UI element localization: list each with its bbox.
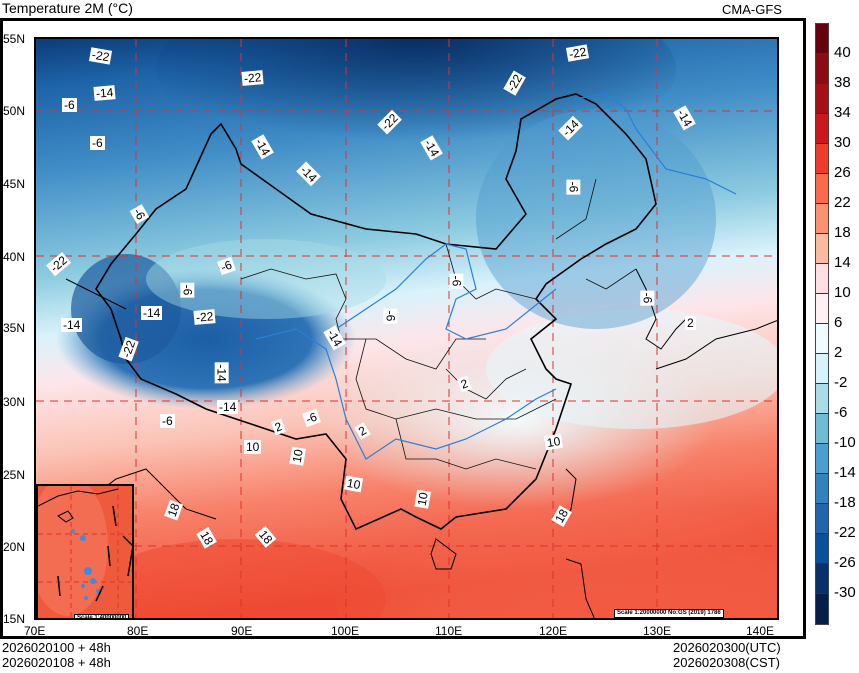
lon-label-140e: 140E	[746, 624, 775, 638]
contour-label: -14	[217, 400, 239, 414]
init-time-cst: 2026020108 + 48h	[2, 655, 111, 670]
colorbar-segment	[816, 294, 828, 324]
colorbar-segment	[816, 234, 828, 264]
lat-label-50n: 50N	[3, 104, 26, 118]
contour-label: 10	[414, 489, 432, 509]
colorbar-segment	[816, 84, 828, 114]
colorbar-segment	[816, 54, 828, 84]
colorbar-segment	[816, 384, 828, 414]
map-scale-label: Scale 1:20000000 No:GS (2019) 1786	[614, 609, 724, 618]
inset-scale-label: Scale 1:40000000	[74, 614, 130, 618]
colorbar-tick-label: -30	[834, 584, 856, 601]
contour-label: -6	[62, 98, 77, 112]
colorbar-segment	[816, 504, 828, 534]
lon-label-80e: 80E	[127, 624, 149, 638]
colorbar-tick-label: -14	[834, 464, 856, 481]
lon-label-110e: 110E	[435, 624, 463, 638]
temperature-field	[36, 39, 777, 618]
country-border	[95, 93, 657, 531]
colorbar-segment	[816, 174, 828, 204]
colorbar-tick-label: 22	[834, 194, 851, 211]
contour-label: 10	[543, 433, 564, 451]
contour-label: -6	[383, 308, 398, 324]
contour-label: -6	[566, 179, 581, 195]
contour-label: -14	[61, 318, 83, 332]
colorbar-tick-label: -26	[834, 554, 856, 571]
valid-time-utc: 2026020300(UTC)	[673, 640, 781, 655]
contour-label: -6	[640, 290, 655, 306]
chart-title: Temperature 2M (°C)	[2, 0, 133, 16]
colorbar-tick-label: -18	[834, 494, 856, 511]
colorbar-tick-label: 6	[834, 314, 843, 331]
colorbar-tick-label: 14	[834, 254, 851, 271]
colorbar-tick-label: 10	[834, 284, 851, 301]
colorbar-segment	[816, 564, 828, 594]
lon-label-100e: 100E	[331, 624, 360, 638]
lat-label-35n: 35N	[3, 321, 26, 335]
colorbar-tick-label: 34	[834, 104, 851, 121]
colorbar-tick-label: -22	[834, 524, 856, 541]
contour-label: 2	[685, 316, 696, 330]
colorbar-segment	[816, 594, 828, 624]
colorbar-tick-label: 2	[834, 344, 843, 361]
rivers	[255, 93, 737, 460]
colorbar-segment	[816, 354, 828, 384]
inset-map	[38, 486, 132, 618]
contour-label: -6	[180, 282, 195, 298]
contour-label: -14	[214, 362, 229, 384]
contour-label: 10	[289, 446, 307, 466]
colorbar-segment	[816, 414, 828, 444]
colorbar-segment	[816, 324, 828, 354]
colorbar-tick-label: 40	[834, 44, 851, 61]
contour-label: -6	[160, 414, 175, 428]
colorbar	[815, 23, 829, 625]
lat-label-25n: 25N	[3, 468, 26, 482]
valid-time-cst: 2026020308(CST)	[673, 655, 780, 670]
south-china-sea-inset: Scale 1:40000000	[36, 484, 134, 618]
contour-label: 10	[343, 475, 364, 493]
contour-label: -6	[449, 273, 464, 289]
colorbar-tick-label: -2	[834, 374, 848, 391]
colorbar-segment	[816, 534, 828, 564]
colorbar-segment	[816, 204, 828, 234]
colorbar-tick-label: 30	[834, 134, 851, 151]
lon-label-130e: 130E	[643, 624, 672, 638]
colorbar-segment	[816, 264, 828, 294]
colorbar-tick-label: 26	[834, 164, 851, 181]
colorbar-tick-label: 38	[834, 74, 851, 91]
lat-label-30n: 30N	[3, 395, 26, 409]
figure-frame	[0, 18, 806, 639]
lon-label-120e: 120E	[539, 624, 568, 638]
colorbar-segment	[816, 444, 828, 474]
contour-label: 10	[244, 440, 262, 454]
colorbar-segment	[816, 114, 828, 144]
colorbar-tick-label: 18	[834, 224, 851, 241]
graticule	[36, 39, 777, 618]
init-time-utc: 2026020100 + 48h	[2, 640, 111, 655]
colorbar-tick-label: -6	[834, 404, 848, 421]
lat-label-45n: 45N	[3, 177, 26, 191]
contour-label: -14	[93, 85, 116, 101]
temperature-map: Scale 1:40000000 Scale 1:20000000 No:GS …	[34, 37, 779, 620]
colorbar-tick-label: -10	[834, 434, 856, 451]
lon-label-90e: 90E	[231, 624, 253, 638]
lat-label-55n: 55N	[3, 32, 26, 46]
lat-label-15n: 15N	[3, 612, 26, 626]
contour-label: -14	[141, 306, 163, 320]
lat-label-20n: 20N	[3, 540, 26, 554]
colorbar-segment	[816, 474, 828, 504]
lat-label-40n: 40N	[3, 250, 26, 264]
contour-label: -22	[241, 70, 264, 86]
model-name: CMA-GFS	[722, 2, 782, 17]
contour-label: -6	[90, 136, 105, 150]
colorbar-segment	[816, 24, 828, 54]
colorbar-segment	[816, 144, 828, 174]
lon-label-70e: 70E	[24, 624, 46, 638]
contour-label: -22	[193, 309, 216, 325]
